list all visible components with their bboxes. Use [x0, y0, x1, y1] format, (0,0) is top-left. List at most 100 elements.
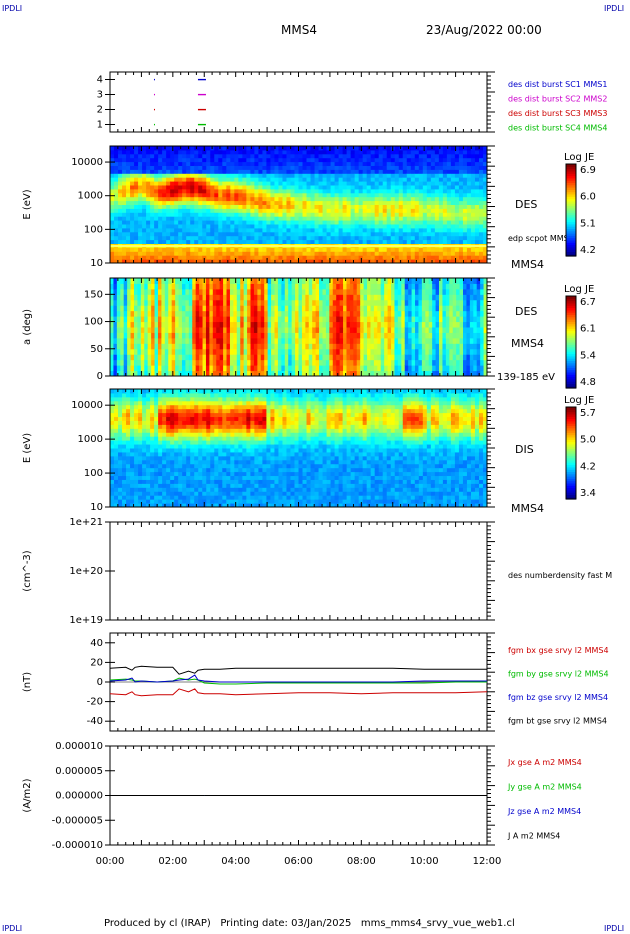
des-energy-cell [434, 200, 440, 205]
des-energy-cell [162, 165, 167, 170]
des-energy-cell [198, 188, 203, 194]
des-pitch-cell [226, 283, 231, 290]
des-pitch-cell [185, 283, 190, 290]
des-energy-cell [458, 204, 464, 209]
des-energy-cell [170, 181, 175, 186]
des-pitch-cell [305, 332, 310, 339]
des-energy-cell [206, 169, 211, 174]
des-pitch-cell [133, 305, 138, 312]
des-energy-cell [382, 251, 388, 256]
des-energy-cell [342, 224, 348, 229]
des-pitch-cell [349, 305, 354, 312]
des-energy-cell [270, 224, 275, 229]
des-pitch-cell [356, 294, 361, 301]
des-energy-cell [122, 259, 127, 264]
des-pitch-cell [192, 370, 197, 377]
des-pitch-cell [127, 332, 132, 339]
des-energy-cell [482, 153, 488, 159]
des-energy-cell [470, 149, 476, 155]
des-energy-cell [138, 165, 143, 170]
des-pitch-cell [305, 278, 310, 284]
des-energy-cell [450, 157, 456, 163]
des-pitch-cell [247, 294, 252, 301]
des-energy-cell [298, 255, 304, 260]
des-pitch-cell [418, 299, 423, 306]
des-energy-cell [442, 259, 448, 264]
des-energy-cell [326, 192, 332, 198]
des-energy-cell [306, 220, 312, 225]
des-energy-cell [118, 208, 123, 213]
des-energy-cell [446, 181, 452, 186]
des-energy-cell [394, 216, 400, 221]
des-energy-cell [182, 259, 187, 264]
des-pitch-cell [195, 365, 200, 372]
des-energy-cell [230, 259, 235, 264]
des-pitch-cell [312, 294, 317, 301]
des-energy-cell [378, 153, 384, 159]
des-pitch-cell [401, 305, 406, 312]
des-energy-cell [334, 251, 340, 256]
des-pitch-cell [137, 337, 142, 344]
des-energy-cell [222, 161, 227, 166]
des-energy-cell [306, 165, 312, 170]
des-energy-cell [134, 161, 139, 166]
des-pitch-cell [271, 305, 276, 312]
des-pitch-cell [315, 365, 320, 372]
des-energy-cell [402, 239, 408, 244]
des-pitch-cell [161, 343, 166, 350]
des-energy-cell [118, 231, 123, 237]
des-pitch-cell [397, 299, 402, 306]
des-energy-cell [386, 173, 392, 178]
des-energy-cell [462, 216, 468, 221]
des-energy-cell [158, 153, 163, 159]
des-energy-overlay-label: edp scpot MMS4 [508, 234, 574, 243]
des-pitch-cell [315, 316, 320, 323]
corner-label-top-right: IPDLI [604, 4, 625, 13]
des-energy-cell [134, 216, 139, 221]
des-pitch-cell [332, 305, 337, 312]
des-pitch-cell [123, 354, 128, 361]
des-pitch-cell [188, 283, 193, 290]
des-energy-cell [314, 239, 320, 244]
des-energy-cell [314, 149, 320, 155]
des-energy-cell [402, 259, 408, 264]
des-pitch-cell [171, 305, 176, 312]
des-pitch-cell [120, 288, 125, 295]
des-energy-cell [166, 227, 171, 233]
des-energy-cell [474, 200, 480, 205]
des-energy-cell [282, 212, 287, 217]
des-pitch-cell [356, 327, 361, 333]
des-energy-cell [298, 173, 304, 178]
des-pitch-cell [305, 288, 310, 295]
des-energy-cell [154, 177, 159, 182]
des-pitch-cell [240, 337, 245, 344]
des-energy-cell [306, 188, 312, 194]
des-energy-cell [242, 157, 247, 163]
des-energy-cell [122, 255, 127, 260]
des-energy-cell [442, 208, 448, 213]
des-energy-cell [214, 247, 219, 252]
des-energy-cell [130, 212, 135, 217]
des-energy-cell [314, 224, 320, 229]
des-pitch-cell [202, 310, 207, 317]
des-energy-cell [258, 165, 263, 170]
des-energy-cell [310, 149, 316, 155]
des-energy-cell [322, 177, 328, 182]
des-pitch-cell [384, 299, 389, 306]
des-energy-cell [434, 259, 440, 264]
des-energy-cell [162, 181, 167, 186]
des-energy-cell [138, 177, 143, 182]
des-pitch-cell [373, 316, 378, 323]
des-energy-cell [146, 235, 151, 241]
des-energy-cell [214, 169, 219, 174]
des-energy-cell [138, 255, 143, 260]
des-energy-cell [114, 259, 119, 264]
des-energy-cell [374, 200, 380, 205]
des-energy-cell [422, 161, 428, 166]
des-energy-cell [154, 247, 159, 252]
des-energy-cell [226, 153, 231, 159]
des-energy-cell [298, 235, 304, 241]
des-pitch-cell [305, 305, 310, 312]
des-energy-cell [146, 216, 151, 221]
des-energy-cell [230, 181, 235, 186]
